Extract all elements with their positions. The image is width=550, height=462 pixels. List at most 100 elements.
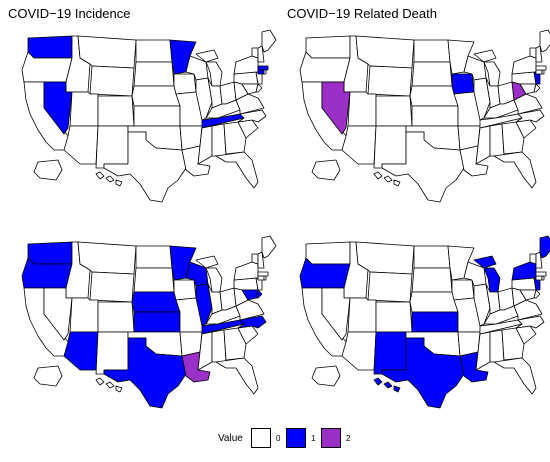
state-nm bbox=[373, 331, 407, 375]
state-me bbox=[539, 29, 550, 53]
map-top-left bbox=[21, 29, 277, 203]
state-nv bbox=[321, 287, 351, 341]
state-nh bbox=[257, 45, 265, 63]
state-ia bbox=[173, 279, 197, 301]
state-hi bbox=[95, 377, 123, 393]
panel-title-incidence: COVID−19 Incidence bbox=[8, 6, 131, 21]
state-wy bbox=[89, 271, 135, 303]
state-ct bbox=[257, 69, 265, 75]
state-hi bbox=[373, 377, 401, 393]
state-tx bbox=[381, 131, 465, 203]
state-sd bbox=[133, 61, 175, 87]
state-ma bbox=[535, 271, 547, 277]
state-fl bbox=[493, 357, 537, 395]
legend-title: Value bbox=[218, 433, 243, 444]
state-ak bbox=[311, 365, 341, 387]
state-nc bbox=[515, 109, 545, 123]
state-az bbox=[63, 331, 99, 371]
state-ks bbox=[411, 311, 459, 333]
state-ga bbox=[501, 121, 525, 155]
state-me bbox=[261, 235, 277, 259]
state-de bbox=[533, 83, 541, 93]
state-nv bbox=[43, 287, 73, 341]
state-vt bbox=[251, 253, 259, 265]
state-nc bbox=[515, 315, 545, 329]
state-fl bbox=[215, 151, 259, 189]
state-nv bbox=[43, 81, 73, 135]
state-tx bbox=[103, 131, 187, 203]
state-ak bbox=[311, 159, 341, 181]
state-ms bbox=[475, 125, 491, 165]
state-vt bbox=[529, 253, 537, 265]
state-nm bbox=[95, 331, 129, 375]
state-ri bbox=[263, 69, 267, 75]
state-co bbox=[97, 301, 135, 333]
state-de bbox=[533, 289, 541, 299]
state-nc bbox=[237, 109, 267, 123]
state-wa bbox=[305, 241, 351, 265]
legend: Value 0 1 2 bbox=[0, 428, 550, 454]
state-ct bbox=[535, 275, 543, 281]
state-wa bbox=[27, 241, 73, 265]
state-nd bbox=[135, 39, 173, 63]
state-al bbox=[211, 123, 227, 157]
state-ma bbox=[535, 65, 547, 71]
state-me bbox=[261, 29, 277, 53]
state-sd bbox=[411, 61, 453, 87]
state-ct bbox=[535, 69, 543, 75]
state-al bbox=[489, 329, 505, 363]
state-ga bbox=[223, 121, 247, 155]
state-nh bbox=[535, 251, 543, 269]
state-nd bbox=[413, 245, 451, 269]
state-ks bbox=[411, 105, 459, 127]
state-al bbox=[211, 329, 227, 363]
state-ut bbox=[69, 91, 99, 127]
map-top-right bbox=[299, 29, 550, 203]
state-az bbox=[341, 125, 377, 165]
state-ny bbox=[511, 55, 537, 75]
state-ne bbox=[131, 291, 181, 313]
state-ut bbox=[347, 297, 377, 333]
state-al bbox=[489, 123, 505, 157]
state-ia bbox=[173, 73, 197, 95]
state-vt bbox=[529, 47, 537, 59]
state-ny bbox=[233, 55, 259, 75]
state-ne bbox=[409, 85, 459, 107]
state-nc bbox=[237, 315, 267, 329]
state-az bbox=[341, 331, 377, 371]
state-nm bbox=[95, 125, 129, 169]
state-me bbox=[539, 235, 550, 259]
legend-swatch-2 bbox=[321, 428, 341, 448]
state-nh bbox=[535, 45, 543, 63]
legend-label-0: 0 bbox=[276, 434, 281, 443]
state-ri bbox=[541, 275, 545, 281]
state-nm bbox=[373, 125, 407, 169]
state-de bbox=[255, 289, 263, 299]
state-ne bbox=[131, 85, 181, 107]
state-ct bbox=[257, 275, 265, 281]
state-wy bbox=[367, 271, 413, 303]
state-ma bbox=[257, 271, 269, 277]
state-ms bbox=[475, 331, 491, 371]
legend-swatch-1 bbox=[286, 428, 306, 448]
state-ut bbox=[69, 297, 99, 333]
map-bottom-right bbox=[299, 235, 550, 409]
state-ms bbox=[197, 331, 213, 371]
state-ma bbox=[257, 65, 269, 71]
state-ia bbox=[451, 73, 475, 95]
state-nd bbox=[135, 245, 173, 269]
state-sd bbox=[411, 267, 453, 293]
legend-swatch-0 bbox=[251, 428, 271, 448]
state-co bbox=[375, 301, 413, 333]
state-sd bbox=[133, 267, 175, 293]
state-ms bbox=[197, 125, 213, 165]
state-ks bbox=[133, 311, 181, 333]
state-ak bbox=[33, 159, 63, 181]
map-bottom-left bbox=[21, 235, 277, 409]
state-de bbox=[255, 83, 263, 93]
state-nv bbox=[321, 81, 351, 135]
state-ia bbox=[451, 279, 475, 301]
state-ri bbox=[263, 275, 267, 281]
state-hi bbox=[373, 171, 401, 187]
state-wa bbox=[305, 35, 351, 59]
